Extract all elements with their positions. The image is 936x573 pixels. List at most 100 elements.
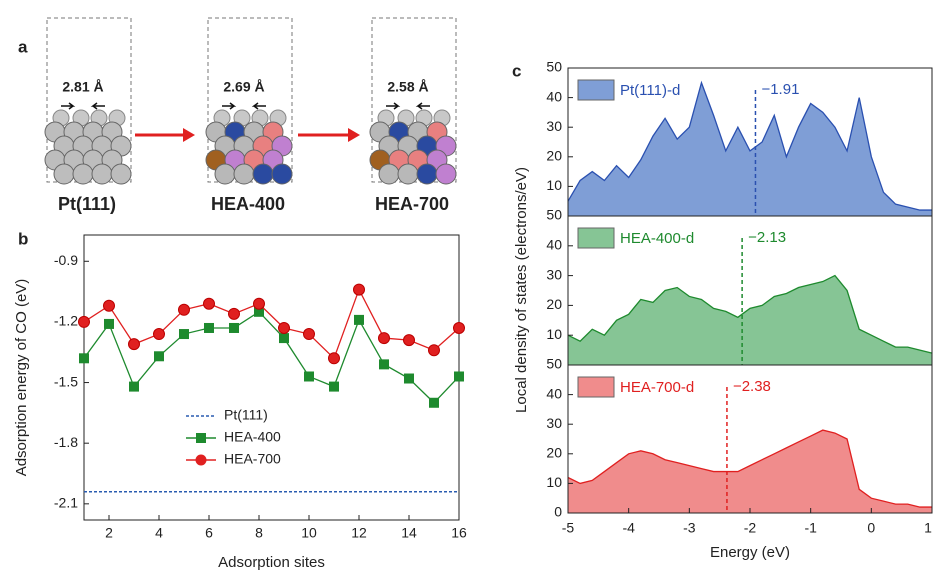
- strain-arrow: [386, 102, 401, 110]
- x-tick-label: -2: [744, 520, 757, 536]
- marker: [204, 322, 214, 333]
- marker: [179, 329, 189, 340]
- legend-label: Pt(111): [224, 407, 268, 423]
- marker: [129, 381, 139, 392]
- marker: [229, 322, 239, 333]
- distance-label: 2.58 Å: [387, 79, 428, 95]
- atom: [397, 163, 419, 185]
- x-tick-label: 2: [105, 525, 113, 541]
- marker: [454, 371, 464, 382]
- dos-line: [567, 80, 932, 211]
- marker: [354, 314, 364, 325]
- dos-line: [567, 274, 933, 354]
- marker: [304, 371, 314, 382]
- y-tick-label: 20: [546, 296, 562, 312]
- x-tick-label: 14: [401, 525, 417, 541]
- marker: [378, 332, 390, 345]
- marker: [103, 299, 115, 312]
- marker: [153, 328, 165, 341]
- x-tick-label: 0: [867, 520, 875, 536]
- panel-label: b: [18, 229, 28, 248]
- y-tick-label: 30: [546, 415, 562, 431]
- annotation-label: −2.13: [748, 229, 786, 246]
- y-tick-label: -1.8: [54, 434, 78, 450]
- atom: [271, 163, 293, 185]
- x-tick-label: 6: [205, 525, 213, 541]
- distance-label: 2.81 Å: [62, 79, 103, 95]
- legend-swatch: [577, 79, 615, 101]
- legend-swatch: [577, 376, 615, 398]
- y-tick-label: 0: [554, 504, 562, 520]
- y-axis-label: Local density of states (electrons/eV): [513, 167, 530, 413]
- marker: [328, 352, 340, 365]
- x-axis-label: Energy (eV): [710, 544, 790, 561]
- y-tick-label: 20: [546, 445, 562, 461]
- series-line: [83, 310, 460, 404]
- annotation-label: −1.91: [761, 81, 799, 98]
- marker: [429, 397, 439, 408]
- marker: [154, 351, 164, 362]
- dos-area: [568, 275, 932, 365]
- x-tick-label: -4: [622, 520, 635, 536]
- structure-name: Pt(111): [58, 194, 116, 214]
- x-tick-label: -3: [683, 520, 696, 536]
- legend-marker: [195, 454, 207, 466]
- marker: [253, 297, 265, 310]
- atom: [214, 163, 236, 185]
- strain-arrow: [415, 102, 430, 110]
- atom: [435, 163, 457, 185]
- y-tick-label: 40: [546, 88, 562, 104]
- dos-area: [568, 82, 932, 216]
- x-tick-label: 1: [924, 520, 932, 536]
- marker: [329, 381, 339, 392]
- atom: [91, 163, 113, 185]
- structure-name: HEA-400: [211, 194, 285, 214]
- y-tick-label: -1.5: [54, 373, 78, 389]
- x-tick-label: -5: [562, 520, 575, 536]
- dos-area: [568, 430, 932, 513]
- marker: [203, 297, 215, 310]
- x-tick-label: 8: [255, 525, 263, 541]
- panel-label: c: [512, 61, 521, 80]
- y-tick-label: 50: [546, 59, 562, 75]
- atom: [53, 163, 75, 185]
- y-tick-label: -2.1: [54, 495, 78, 511]
- marker: [254, 306, 264, 317]
- y-tick-label: 20: [546, 148, 562, 164]
- y-axis-label: Adsorption energy of CO (eV): [13, 279, 30, 477]
- atom: [233, 163, 255, 185]
- legend-swatch: [577, 227, 615, 249]
- marker: [404, 373, 414, 384]
- legend-label: Pt(111)-d: [620, 82, 680, 99]
- marker: [379, 359, 389, 370]
- strain-arrow: [61, 102, 76, 110]
- transition-arrow-head: [348, 128, 360, 142]
- marker: [453, 321, 465, 334]
- atom: [416, 163, 438, 185]
- x-tick-label: 4: [155, 525, 163, 541]
- dos-line: [567, 429, 932, 508]
- marker: [78, 315, 90, 328]
- marker: [279, 333, 289, 344]
- strain-arrow: [222, 102, 237, 110]
- x-tick-label: -1: [804, 520, 817, 536]
- marker: [178, 303, 190, 316]
- plot-frame: [83, 234, 460, 521]
- marker: [79, 353, 89, 364]
- legend-label: HEA-700: [224, 451, 281, 467]
- y-tick-label: 10: [546, 177, 562, 193]
- structure-name: HEA-700: [375, 194, 449, 214]
- distance-label: 2.69 Å: [223, 79, 264, 95]
- x-tick-label: 10: [301, 525, 317, 541]
- marker: [128, 338, 140, 351]
- panel-label: a: [18, 37, 28, 56]
- y-tick-label: 50: [546, 356, 562, 372]
- marker: [303, 328, 315, 341]
- marker: [403, 334, 415, 347]
- marker: [278, 321, 290, 334]
- atom: [252, 163, 274, 185]
- strain-arrow: [90, 102, 105, 110]
- transition-arrow-head: [183, 128, 195, 142]
- atom: [110, 163, 132, 185]
